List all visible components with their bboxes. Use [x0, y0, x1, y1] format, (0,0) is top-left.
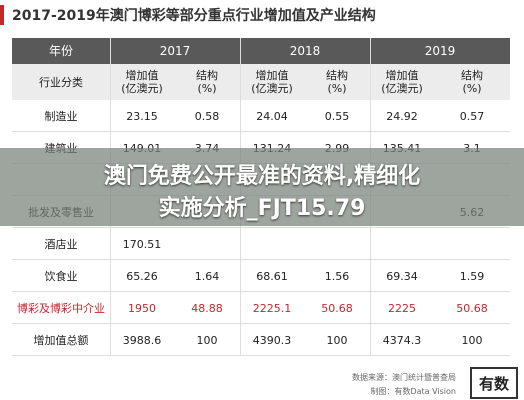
- cell-value: 24.04: [256, 109, 288, 123]
- header-cell: 行业分类: [12, 64, 110, 100]
- cell-value: 100: [196, 333, 218, 347]
- row-line: [12, 291, 510, 292]
- row-line: [12, 355, 510, 356]
- cell-value: 170.51: [122, 237, 162, 251]
- row-label: 制造业: [44, 109, 78, 123]
- banner-line: 实施分析_FJT15.79: [158, 196, 366, 221]
- row-line: [12, 259, 510, 260]
- cell-value: 100: [461, 333, 483, 347]
- title: 2017-2019年澳门博彩等部分重点行业增加值及产业结构: [12, 8, 376, 24]
- cell-value: 100: [326, 333, 348, 347]
- row-label: 饮食业: [44, 269, 78, 283]
- logo: 有数: [470, 367, 518, 399]
- cell-value: 3988.6: [122, 333, 162, 347]
- sub-header: 结构 (%): [174, 64, 240, 100]
- cell-value: 50.68: [321, 301, 353, 315]
- cell-value: 0.55: [324, 109, 350, 123]
- cell-value: 2225: [388, 301, 416, 315]
- cell-value: 0.57: [459, 109, 485, 123]
- cell-value: 65.26: [126, 269, 158, 283]
- sub-header: 增加值 (亿澳元): [110, 64, 174, 100]
- sub-header: 结构 (%): [304, 64, 370, 100]
- cell-value: 69.34: [386, 269, 418, 283]
- cell-value: 1.59: [459, 269, 485, 283]
- table: 年份 2017 2018 2019 行业分类 增加值 (亿澳元) 结构 (%) 增加值 (亿澳…: [12, 38, 510, 356]
- credit: 制图：有数Data Vision: [370, 387, 456, 396]
- source: 数据来源：澳门统计暨普查局: [352, 373, 456, 382]
- sub-header: 结构 (%): [434, 64, 510, 100]
- row-line: [12, 227, 510, 228]
- year-header: 2018: [240, 38, 370, 64]
- cell-value: 48.88: [191, 301, 223, 315]
- title-accent: [0, 5, 4, 25]
- sub-header: 增加值 (亿澳元): [240, 64, 304, 100]
- year-header: 2017: [110, 38, 240, 64]
- sub-header: 增加值 (亿澳元): [370, 64, 434, 100]
- cell-value: 4374.3: [382, 333, 422, 347]
- row-label: 博彩及博彩中介业: [17, 301, 105, 315]
- header-cell: 年份: [12, 38, 110, 64]
- cell-value: 1950: [128, 301, 156, 315]
- cell-value: 50.68: [456, 301, 488, 315]
- cell-value: 2225.1: [252, 301, 292, 315]
- overlay-banner: 澳门免费公开最准的资料,精细化 实施分析_FJT15.79: [0, 148, 524, 226]
- cell-value: 24.92: [386, 109, 418, 123]
- cell-value: 1.64: [194, 269, 220, 283]
- row-label: 酒店业: [44, 237, 78, 251]
- year-header: 2019: [370, 38, 510, 64]
- row-label: 增加值总额: [33, 333, 89, 347]
- cell-value: 68.61: [256, 269, 288, 283]
- cell-value: 0.58: [194, 109, 220, 123]
- cell-value: 4390.3: [252, 333, 292, 347]
- row-line: [12, 323, 510, 324]
- cell-value: 1.56: [324, 269, 350, 283]
- cell-value: 23.15: [126, 109, 158, 123]
- banner-line: 澳门免费公开最准的资料,精细化: [103, 164, 421, 189]
- row-line: [12, 131, 510, 132]
